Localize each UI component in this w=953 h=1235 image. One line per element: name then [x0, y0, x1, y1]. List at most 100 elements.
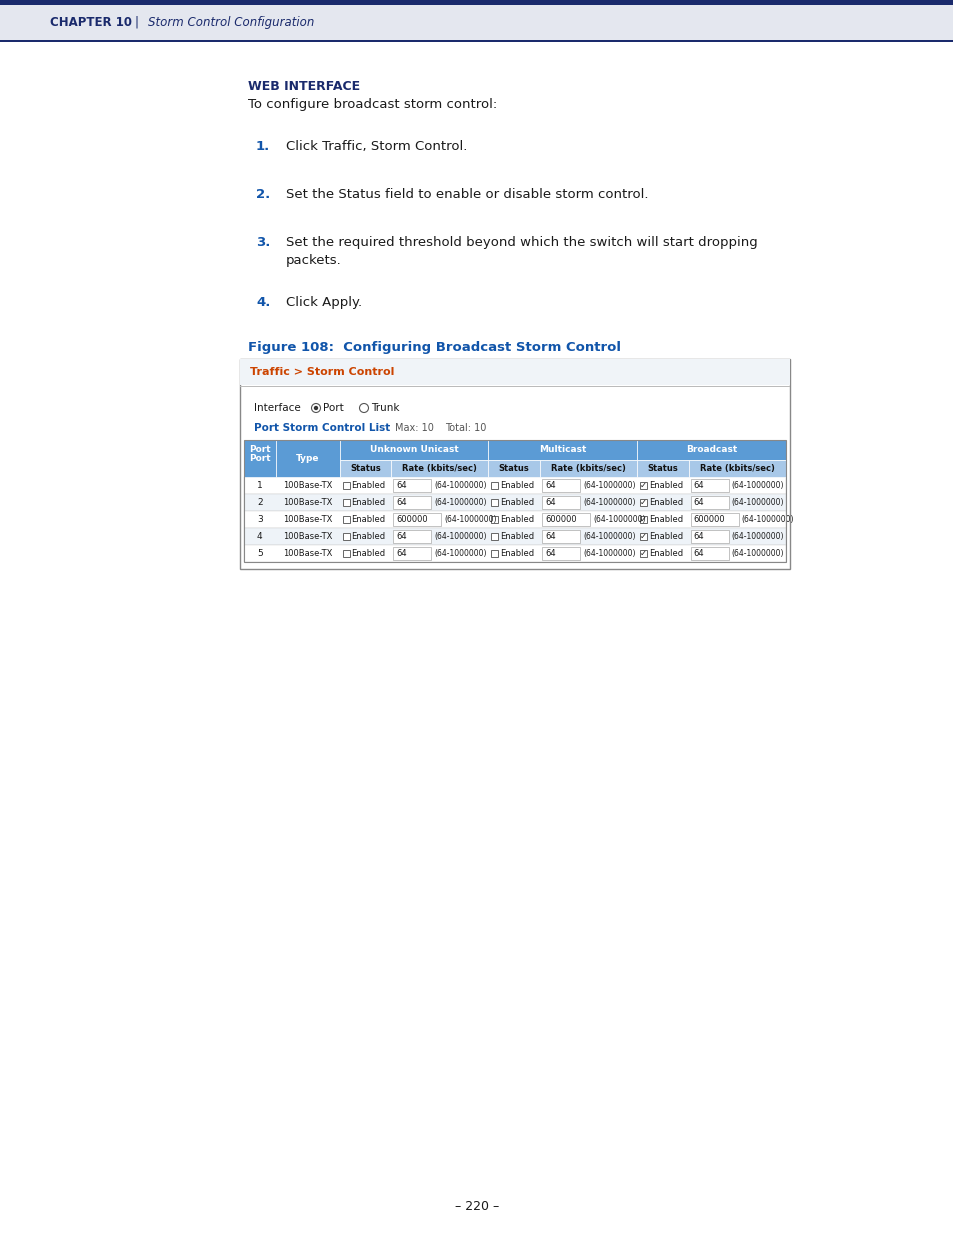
Bar [690, 513, 738, 526]
Bar [491, 550, 497, 557]
Text: 64: 64 [544, 532, 555, 541]
Text: 100Base-TX: 100Base-TX [283, 480, 332, 490]
Text: Enabled: Enabled [648, 498, 682, 508]
Bar [488, 459, 539, 477]
Text: Status: Status [350, 464, 380, 473]
Text: (64-1000000): (64-1000000) [434, 480, 486, 490]
Text: Click Apply.: Click Apply. [286, 296, 362, 309]
Bar [244, 494, 785, 511]
Text: 64: 64 [395, 498, 406, 508]
Text: 64: 64 [693, 480, 703, 490]
Text: 64: 64 [395, 480, 406, 490]
Text: Max: 10: Max: 10 [395, 424, 434, 433]
Text: Set the required threshold beyond which the switch will start dropping: Set the required threshold beyond which … [286, 236, 757, 249]
Text: ✓: ✓ [639, 515, 646, 524]
Text: 1: 1 [256, 480, 262, 490]
Bar [342, 534, 349, 540]
Text: 64: 64 [395, 532, 406, 541]
Text: Enabled: Enabled [648, 480, 682, 490]
Text: Click Traffic, Storm Control.: Click Traffic, Storm Control. [286, 140, 467, 153]
Bar [393, 513, 440, 526]
Text: Port: Port [249, 454, 271, 463]
Text: Storm Control Configuration: Storm Control Configuration [148, 16, 314, 28]
Bar [637, 459, 688, 477]
Circle shape [359, 404, 368, 412]
Text: 64: 64 [544, 550, 555, 558]
Bar [244, 440, 275, 477]
Text: (64-1000000): (64-1000000) [731, 498, 783, 508]
Text: ✓: ✓ [639, 550, 646, 558]
Bar [690, 479, 728, 492]
Text: Enabled: Enabled [351, 498, 385, 508]
Bar [639, 516, 646, 522]
Text: (64-1000000): (64-1000000) [731, 550, 783, 558]
Text: Enabled: Enabled [499, 515, 534, 524]
Bar [488, 440, 637, 459]
Text: 600000: 600000 [395, 515, 427, 524]
Text: Enabled: Enabled [499, 550, 534, 558]
Bar [0, 40, 953, 42]
Text: Traffic > Storm Control: Traffic > Storm Control [250, 367, 394, 377]
Text: Broadcast: Broadcast [685, 446, 737, 454]
Text: (64-1000000): (64-1000000) [593, 515, 645, 524]
Text: 3.: 3. [255, 236, 270, 249]
Text: 3: 3 [256, 515, 262, 524]
Text: Port: Port [323, 403, 343, 412]
Text: (64-1000000): (64-1000000) [731, 480, 783, 490]
Bar [244, 440, 275, 477]
Text: Total: 10: Total: 10 [444, 424, 486, 433]
Bar [541, 547, 579, 559]
Text: ✓: ✓ [639, 532, 646, 541]
Text: Set the Status field to enable or disable storm control.: Set the Status field to enable or disabl… [286, 188, 648, 201]
Bar [0, 5, 953, 40]
Text: 600000: 600000 [544, 515, 576, 524]
Text: (64-1000000): (64-1000000) [731, 532, 783, 541]
Bar [637, 440, 785, 459]
Text: 100Base-TX: 100Base-TX [283, 532, 332, 541]
Text: 64: 64 [693, 550, 703, 558]
Text: Enabled: Enabled [351, 480, 385, 490]
Text: (64-1000000): (64-1000000) [582, 550, 635, 558]
Text: (64-1000000): (64-1000000) [582, 480, 635, 490]
Text: 64: 64 [693, 498, 703, 508]
Bar [244, 511, 785, 529]
Text: 4.: 4. [255, 296, 270, 309]
Text: (64-1000000): (64-1000000) [434, 550, 486, 558]
Bar [393, 530, 431, 543]
Text: CHAPTER 10: CHAPTER 10 [50, 16, 132, 28]
Text: packets.: packets. [286, 254, 341, 267]
Text: Figure 108:  Configuring Broadcast Storm Control: Figure 108: Configuring Broadcast Storm … [248, 341, 620, 354]
Text: (64-1000000): (64-1000000) [444, 515, 497, 524]
Text: Enabled: Enabled [351, 532, 385, 541]
Text: – 220 –: – 220 – [455, 1200, 498, 1214]
Bar [541, 513, 589, 526]
Bar [688, 459, 785, 477]
Text: Enabled: Enabled [648, 515, 682, 524]
Bar [339, 440, 488, 459]
Text: (64-1000000): (64-1000000) [434, 532, 486, 541]
Text: 64: 64 [395, 550, 406, 558]
Text: 4: 4 [256, 532, 262, 541]
Bar [240, 359, 789, 385]
Text: (64-1000000): (64-1000000) [582, 498, 635, 508]
Text: (64-1000000): (64-1000000) [434, 498, 486, 508]
Bar [539, 459, 637, 477]
Text: Enabled: Enabled [499, 480, 534, 490]
Text: (64-1000000): (64-1000000) [582, 532, 635, 541]
Bar [639, 534, 646, 540]
Text: ✓: ✓ [639, 480, 646, 490]
Text: Enabled: Enabled [648, 550, 682, 558]
Text: Enabled: Enabled [499, 498, 534, 508]
Bar [491, 516, 497, 522]
Bar [541, 496, 579, 509]
Text: (64-1000000): (64-1000000) [741, 515, 794, 524]
Bar [240, 359, 789, 569]
Circle shape [314, 406, 318, 410]
Bar [491, 482, 497, 489]
Bar [342, 499, 349, 506]
Bar [391, 459, 488, 477]
Bar [244, 545, 785, 562]
Bar [541, 530, 579, 543]
Text: 2: 2 [256, 498, 262, 508]
Text: Enabled: Enabled [648, 532, 682, 541]
